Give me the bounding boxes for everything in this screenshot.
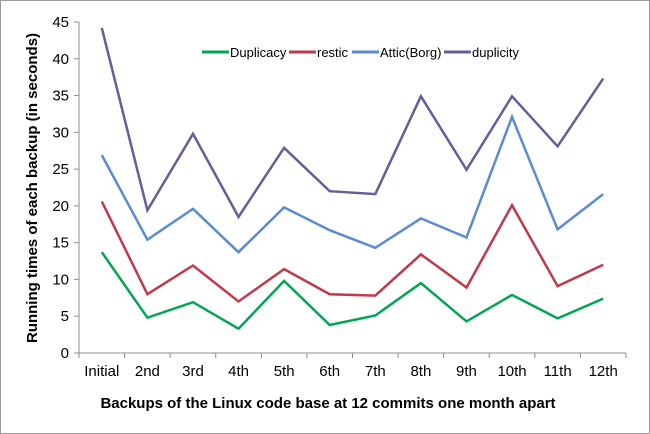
legend-item: restic — [289, 45, 349, 60]
x-tick-label: 2nd — [135, 363, 160, 380]
x-axis-title: Backups of the Linux code base at 12 com… — [100, 395, 555, 412]
legend-label: Attic(Borg) — [380, 45, 441, 60]
series-line-restic — [100, 200, 604, 304]
x-tick-label: 5th — [274, 363, 295, 380]
x-tick-label: 6th — [319, 363, 340, 380]
plot-lines — [100, 27, 605, 331]
series-line-duplicity — [100, 27, 605, 220]
x-tick-label: 11th — [544, 363, 572, 380]
legend-label: Duplicacy — [230, 45, 287, 60]
y-tick-label: 20 — [52, 198, 69, 215]
x-tick-label: 8th — [410, 363, 431, 380]
x-tick-label: Initial — [84, 363, 119, 380]
x-axis: Initial 2nd 3rd 4th 5th 6th 7th 8th 9th 10th 11th 1… — [78, 352, 627, 380]
x-tick-label: 4th — [228, 363, 249, 380]
y-tick-label: 10 — [52, 271, 69, 288]
y-axis-title: Running times of each backup (in seconds… — [24, 33, 41, 343]
legend-item: duplicity — [444, 45, 519, 60]
y-tick-label: 45 — [52, 14, 69, 31]
y-axis: 0 5 10 15 20 25 30 35 40 45 — [52, 14, 80, 362]
series-line-attic-borg- — [100, 113, 604, 254]
y-tick-label: 40 — [52, 51, 69, 68]
x-tick-label: 9th — [456, 363, 477, 380]
legend-item: Duplicacy — [202, 45, 287, 60]
y-tick-label: 5 — [61, 308, 69, 325]
series-line-duplicacy — [100, 251, 604, 331]
y-tick-label: 15 — [52, 235, 69, 252]
x-tick-label: 3rd — [182, 363, 204, 380]
legend-label: duplicity — [472, 45, 519, 60]
y-tick-label: 35 — [52, 88, 69, 105]
y-tick-label: 0 — [61, 345, 69, 362]
legend: Duplicacy restic Attic(Borg) duplicity — [202, 45, 519, 60]
x-tick-label: 10th — [497, 363, 526, 380]
legend-item: Attic(Borg) — [352, 45, 441, 60]
x-tick-label: 7th — [365, 363, 386, 380]
legend-label: restic — [317, 45, 349, 60]
x-tick-label: 12th — [589, 363, 618, 380]
y-tick-label: 30 — [52, 124, 69, 141]
y-tick-label: 25 — [52, 161, 69, 178]
